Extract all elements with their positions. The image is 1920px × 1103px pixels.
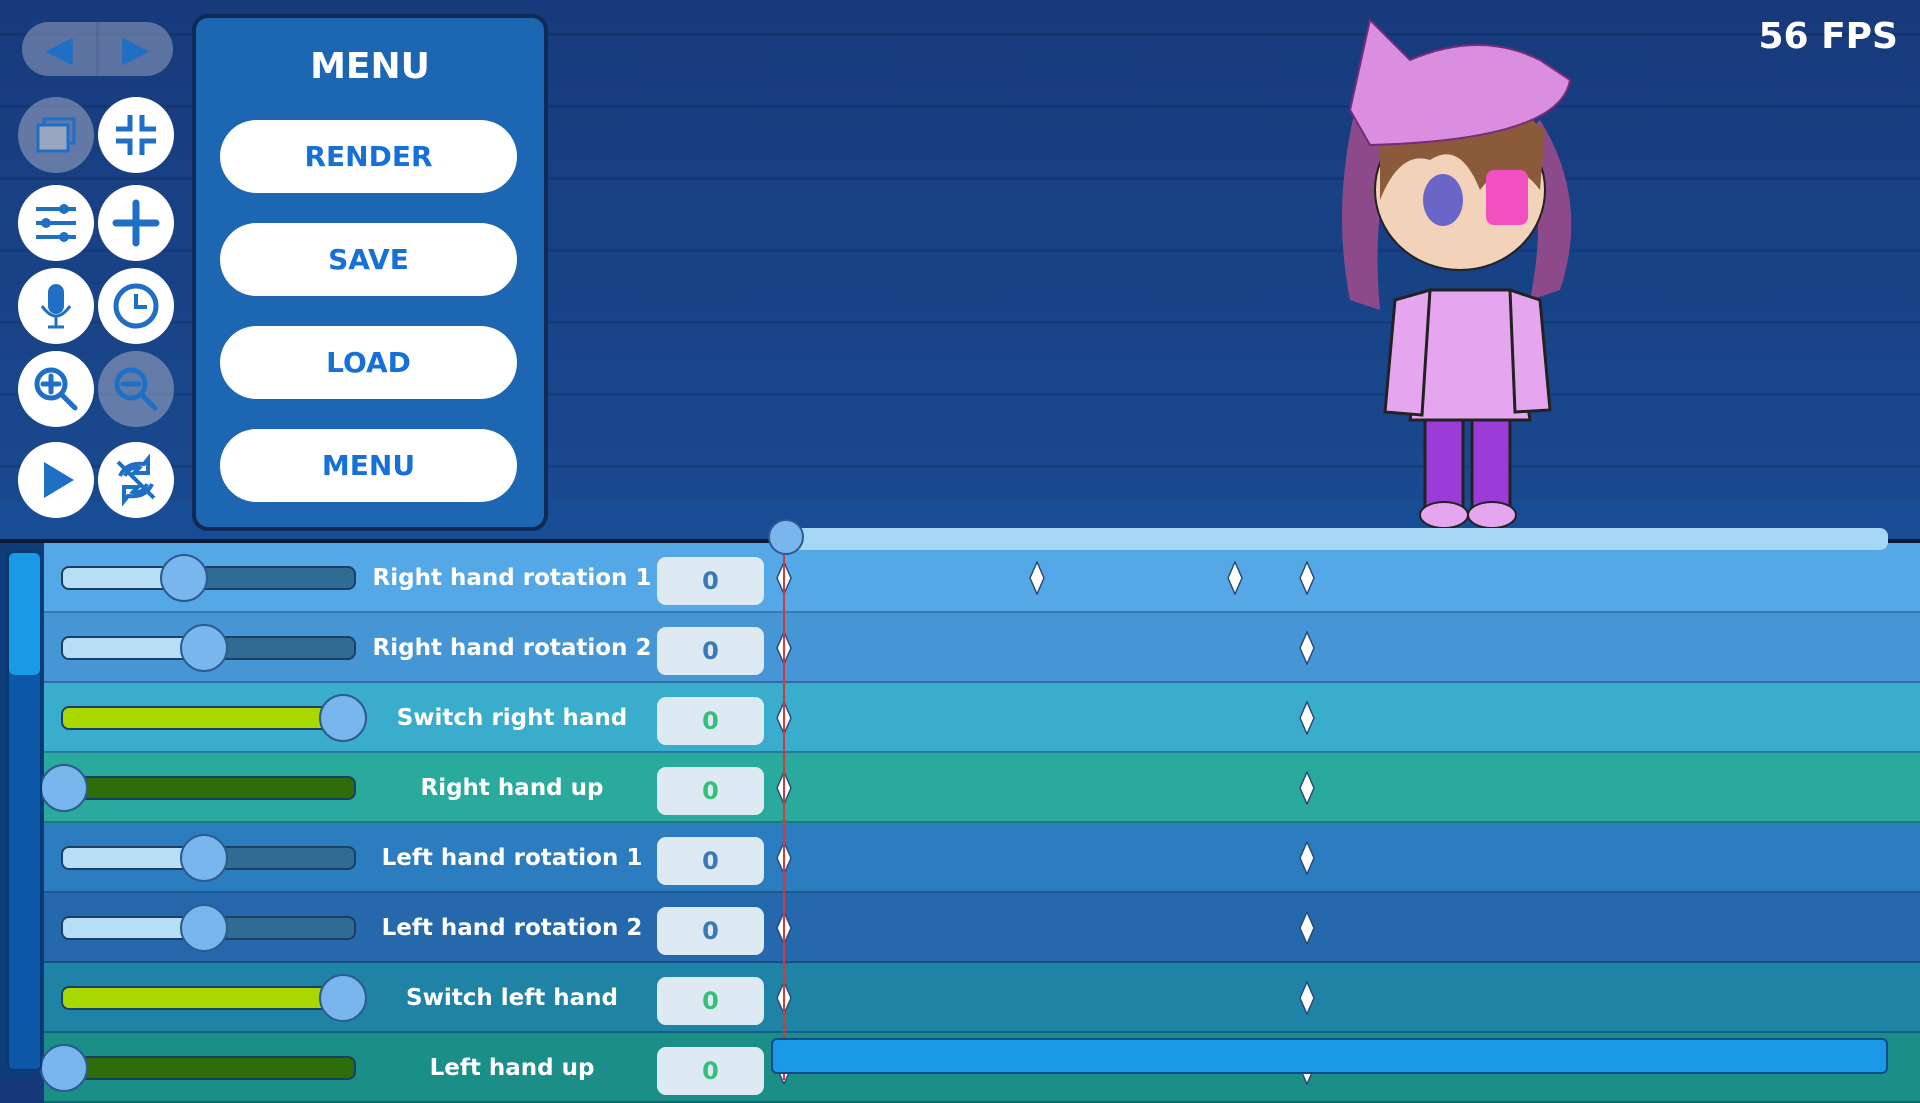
slider-track[interactable] [61,776,356,800]
collapse-button[interactable] [98,97,174,173]
value-input[interactable]: 0 [657,697,764,745]
play-button[interactable] [18,442,94,518]
vertical-scrollbar-thumb[interactable] [9,553,40,675]
playhead-line [783,548,785,1080]
timeline-row: Switch right hand 0 [44,683,1920,753]
value-input[interactable]: 0 [657,767,764,815]
keyframe-diamond-icon[interactable] [1298,911,1315,945]
fps-counter: 56 FPS [1758,16,1898,57]
menu-panel: MENU RENDER SAVE LOAD MENU [192,14,548,531]
keyframe-diamond-icon[interactable] [1227,561,1243,595]
slider-knob[interactable] [179,624,228,672]
plus-button[interactable] [98,185,174,261]
microphone-button[interactable] [18,268,94,344]
row-label: Switch left hand [406,985,618,1011]
keyframe-diamond-icon[interactable] [1298,561,1315,595]
slider-track[interactable] [61,566,356,590]
slider-knob[interactable] [40,764,88,812]
keyframe-diamond-icon[interactable] [1298,981,1315,1015]
zoom-in-icon [34,367,78,411]
value-input[interactable]: 0 [657,557,764,605]
timeline-row: Right hand rotation 1 0 [44,543,1920,613]
row-label: Right hand up [420,775,604,801]
value-input[interactable]: 0 [657,1047,764,1095]
row-label: Right hand rotation 2 [372,635,652,661]
row-label: Left hand rotation 2 [381,915,643,941]
sync-off-button[interactable] [98,442,174,518]
timeline-row: Right hand rotation 2 0 [44,613,1920,683]
slider-track[interactable] [61,706,356,730]
window-icon [36,117,76,153]
window-button[interactable] [18,97,94,173]
sliders-icon [36,204,76,242]
sliders-button[interactable] [18,185,94,261]
forward-button[interactable]: ▶ [99,22,173,76]
row-label: Left hand rotation 1 [381,845,643,871]
zoom-in-button[interactable] [18,351,94,427]
slider-track[interactable] [61,986,356,1010]
menu-button[interactable]: MENU [220,429,517,502]
microphone-icon [40,284,72,329]
menu-title: MENU [310,46,430,87]
playhead-handle[interactable] [768,519,804,555]
value-input[interactable]: 0 [657,907,764,955]
save-button[interactable]: SAVE [220,223,517,296]
horizontal-scrollbar[interactable] [771,1038,1888,1074]
undo-redo-nav: ◀ ▶ [22,22,173,76]
slider-knob[interactable] [179,904,228,952]
slider-knob[interactable] [159,554,208,602]
slider-knob[interactable] [319,694,367,742]
triangle-left-icon: ◀ [45,28,73,70]
timeline-row: Left hand rotation 2 0 [44,893,1920,963]
slider-knob[interactable] [319,974,367,1022]
triangle-right-icon: ▶ [122,28,150,70]
zoom-out-button[interactable] [98,351,174,427]
keyframe-diamond-icon[interactable] [1298,841,1315,875]
timeline-scrubber[interactable] [771,528,1888,550]
sync-off-icon [116,454,156,506]
slider-track[interactable] [61,846,356,870]
clock-icon [113,283,159,329]
value-input[interactable]: 0 [657,627,764,675]
clock-button[interactable] [98,268,174,344]
slider-track[interactable] [61,1056,356,1080]
keyframe-diamond-icon[interactable] [1029,561,1045,595]
back-button[interactable]: ◀ [22,22,99,76]
value-input[interactable]: 0 [657,977,764,1025]
timeline-row: Left hand rotation 1 0 [44,823,1920,893]
load-button[interactable]: LOAD [220,326,517,399]
slider-knob[interactable] [40,1044,88,1092]
value-input[interactable]: 0 [657,837,764,885]
plus-icon [112,199,160,247]
zoom-out-icon [114,367,158,411]
row-label: Switch right hand [396,705,628,731]
timeline-row: Switch left hand 0 [44,963,1920,1033]
character [1342,18,1572,529]
row-label: Left hand up [429,1055,595,1081]
slider-knob[interactable] [179,834,228,882]
keyframe-diamond-icon[interactable] [1298,701,1315,735]
keyframe-diamond-icon[interactable] [1298,631,1315,665]
timeline-row: Right hand up 0 [40,753,1920,823]
render-button[interactable]: RENDER [220,120,517,193]
play-icon [44,462,74,498]
collapse-icon [116,115,156,155]
row-label: Right hand rotation 1 [372,565,652,591]
keyframe-diamond-icon[interactable] [1298,771,1315,805]
